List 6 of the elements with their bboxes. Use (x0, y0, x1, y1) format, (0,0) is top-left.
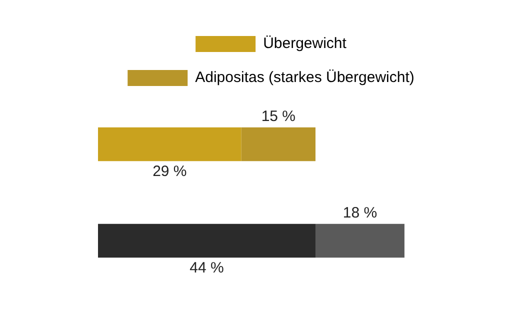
data-label: 44 % (190, 259, 224, 276)
data-label: 15 % (261, 108, 296, 126)
data-label: 18 % (342, 204, 378, 222)
legend-label: Übergewicht (263, 35, 348, 52)
data-label: 29 % (152, 162, 187, 180)
legend-label: Adipositas (starkes Übergewicht) (195, 69, 414, 86)
